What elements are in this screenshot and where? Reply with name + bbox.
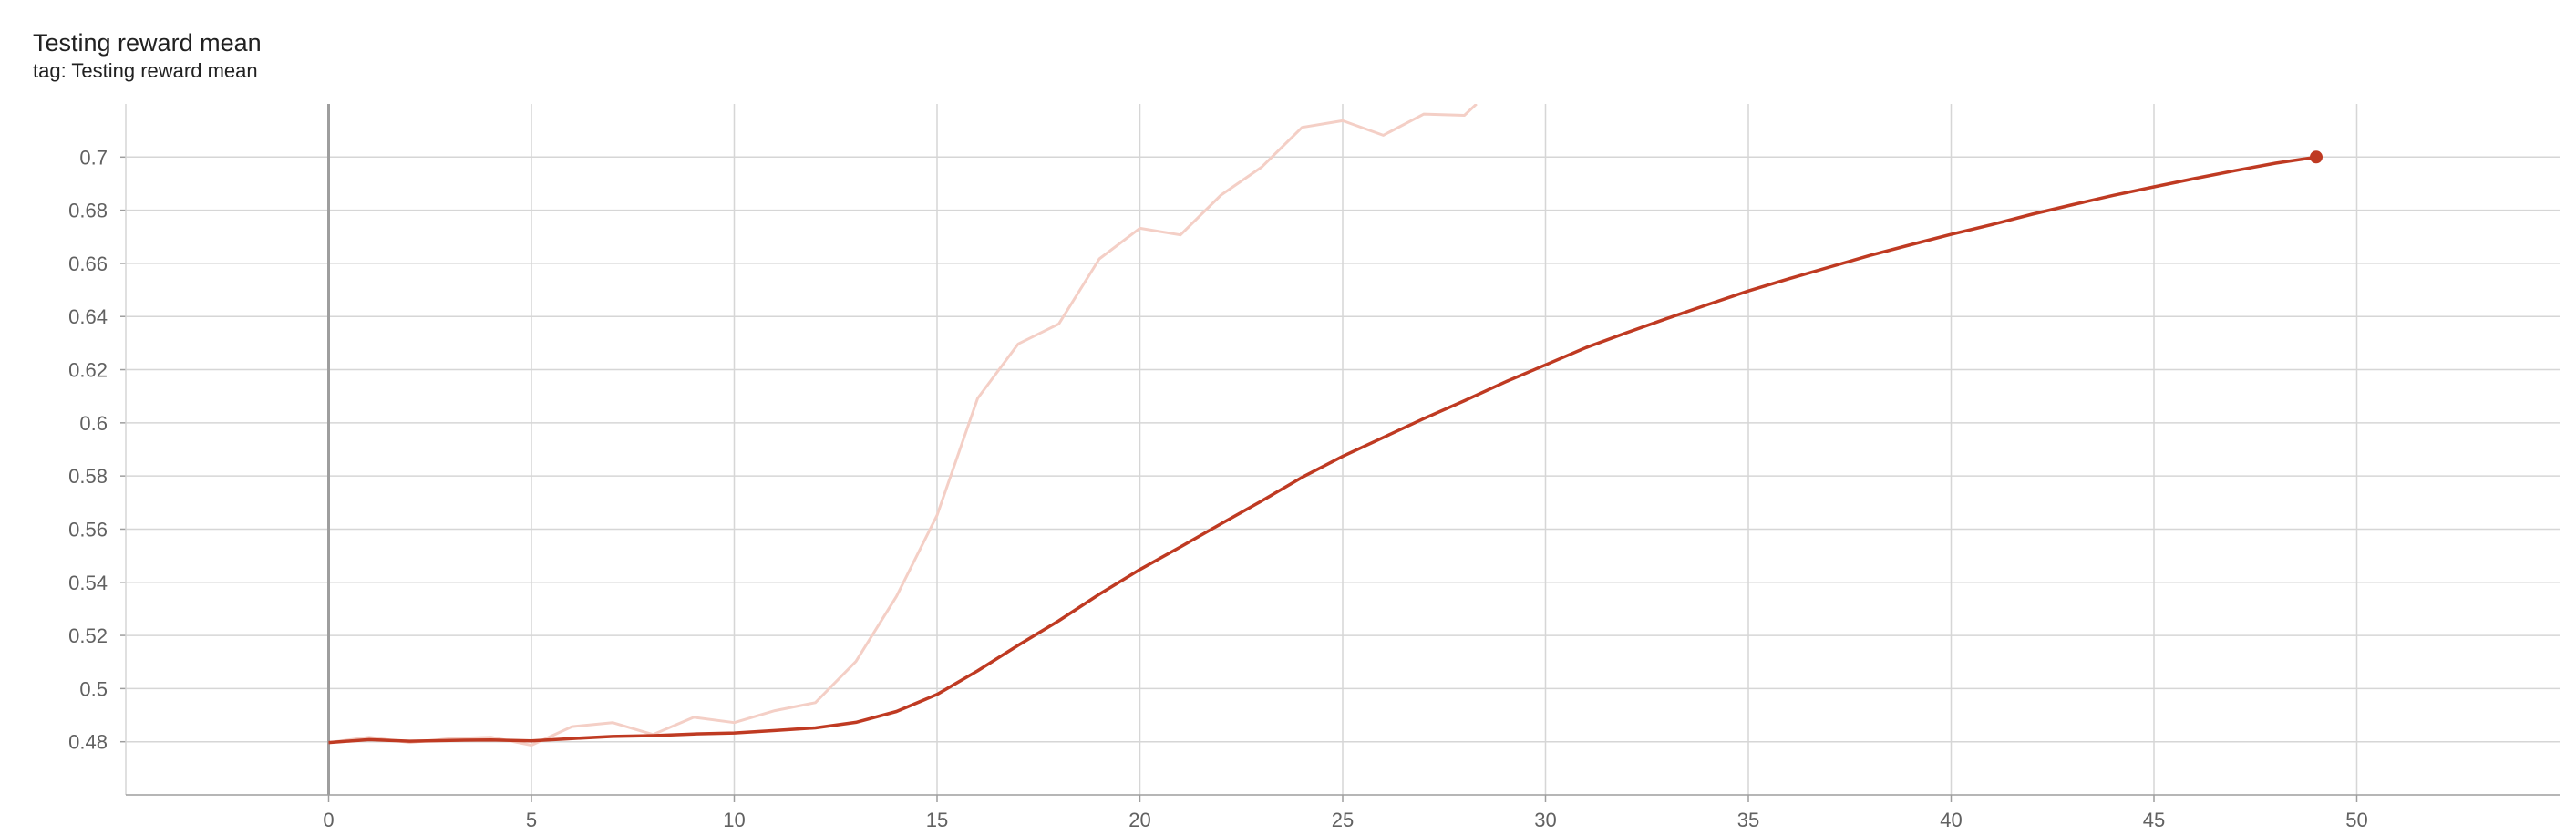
last-point-marker [2310, 150, 2323, 164]
x-tick-label: 50 [2345, 809, 2367, 831]
y-tick-label: 0.48 [68, 731, 108, 754]
x-tick-label: 30 [1534, 809, 1556, 831]
chart-header: Testing reward mean tag: Testing reward … [33, 27, 262, 84]
x-tick-label: 35 [1737, 809, 1759, 831]
chart-tag: tag: Testing reward mean [33, 59, 258, 82]
x-tick-label: 40 [1940, 809, 1962, 831]
y-tick-label: 0.62 [68, 359, 108, 382]
y-tick-label: 0.6 [79, 412, 108, 435]
raw-series-line [328, 104, 1478, 747]
series-lines [328, 104, 2317, 747]
y-tick-label: 0.54 [68, 572, 108, 594]
x-tick-label: 0 [323, 809, 334, 831]
y-tick-label: 0.66 [68, 253, 108, 275]
x-tick-label: 20 [1128, 809, 1150, 831]
x-tick-label: 15 [926, 809, 948, 831]
y-tick-label: 0.56 [68, 518, 108, 541]
x-tick-label: 45 [2143, 809, 2165, 831]
chart-title: Testing reward mean [33, 29, 262, 57]
y-tick-label: 0.68 [68, 200, 108, 222]
y-tick-label: 0.64 [68, 305, 108, 328]
x-tick-label: 10 [723, 809, 745, 831]
y-tick-label: 0.5 [79, 677, 108, 700]
x-tick-label: 5 [526, 809, 537, 831]
axes [120, 104, 2560, 802]
y-tick-label: 0.52 [68, 624, 108, 647]
x-tick-label: 25 [1332, 809, 1354, 831]
grid-lines [126, 104, 2560, 795]
y-tick-label: 0.58 [68, 465, 108, 488]
smoothed-series-line [328, 155, 2317, 745]
y-tick-label: 0.7 [79, 146, 108, 169]
tick-labels: 0.48 0.5 0.52 0.54 0.56 0.58 0.6 0.62 0.64 0.66 0.… [68, 146, 2368, 831]
data-points [2310, 150, 2323, 164]
